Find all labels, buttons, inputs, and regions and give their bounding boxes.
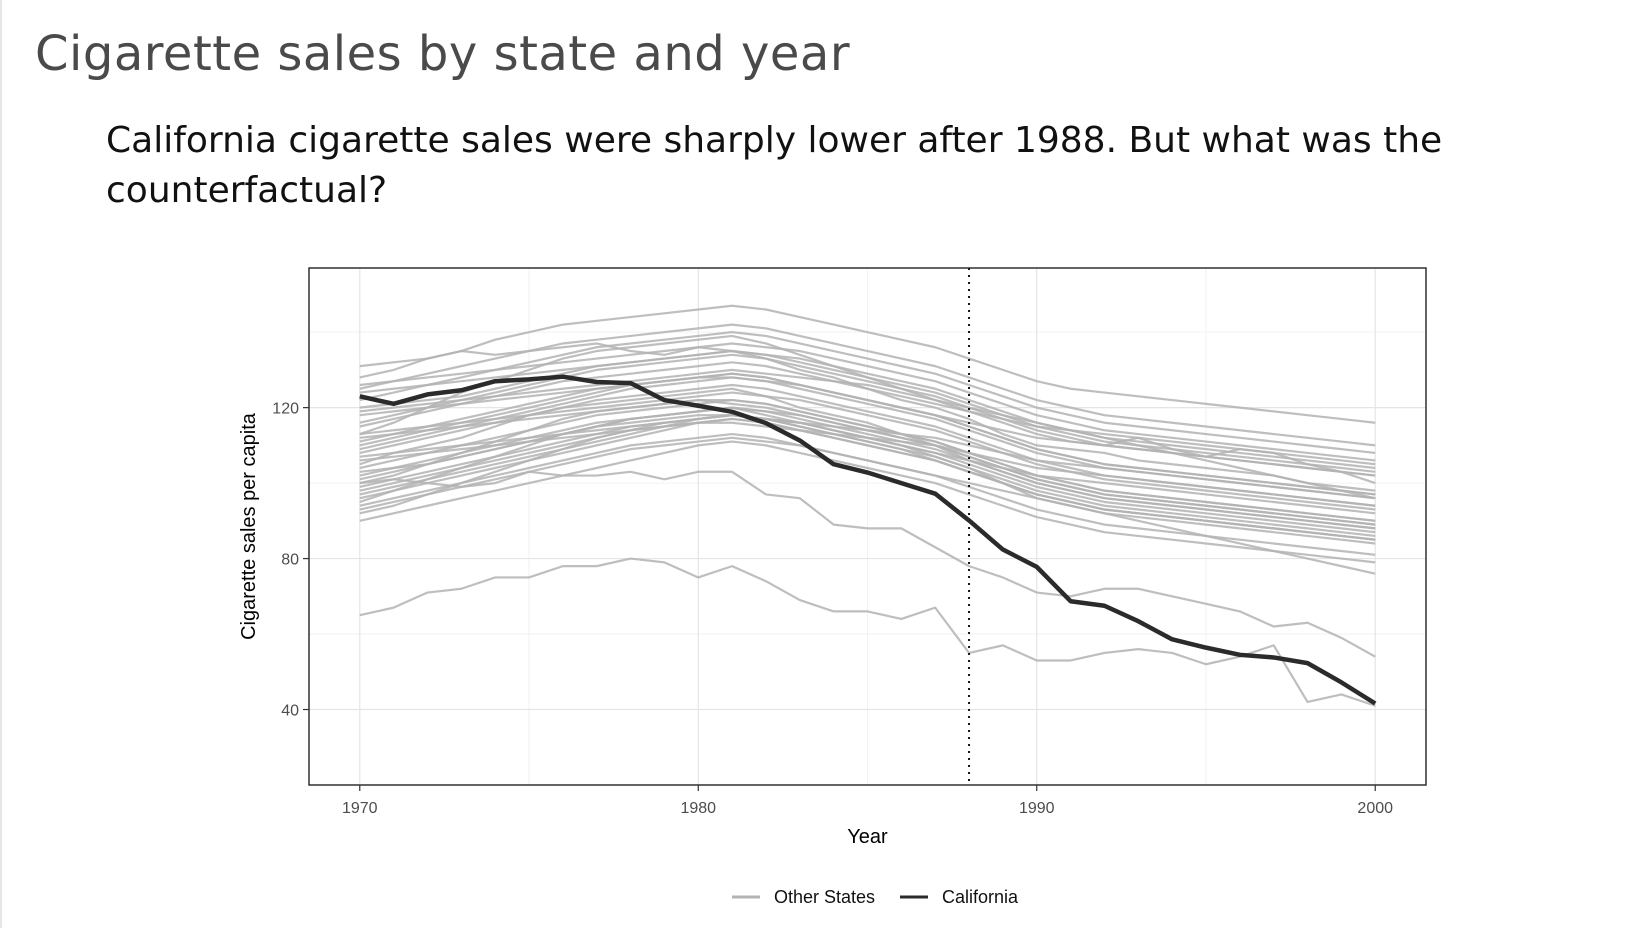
x-tick-label: 1970 [342,800,378,817]
x-tick-label: 1990 [1019,800,1055,817]
series-line-california [359,374,1377,706]
y-tick-label: 120 [272,401,299,418]
series-line-other-state [359,440,1376,564]
y-axis-title: Cigarette sales per capita [238,412,260,640]
series-line-other-state [359,414,1376,534]
series-line-other-state [359,304,1376,424]
series-line-other-state [359,349,1376,470]
series-line-other-state [359,372,1376,496]
slide-subtitle: California cigarette sales were sharply … [106,120,1443,211]
series-line-other-state [359,353,1376,477]
x-axis-title: Year [847,826,888,848]
legend-label-california: California [942,887,1019,907]
plot-panel-border [308,267,1427,786]
series-line-other-state [359,342,1376,462]
x-tick-label: 1980 [680,800,716,817]
series-line-other-state [359,417,1376,541]
series-line-other-state [359,323,1376,447]
slide-left-border [0,0,2,928]
series-line-other-state [359,361,1376,466]
x-tick-label: 2000 [1357,800,1393,817]
series-line-other-state [359,406,1376,530]
series-line-other-state [359,398,1376,522]
series-line-other-state [359,331,1376,455]
series-line-other-state [359,406,1376,526]
legend-label-other-states: Other States [774,887,875,907]
series-line-other-state [359,470,1376,658]
series-line-other-state [359,391,1376,511]
y-tick-label: 80 [281,552,299,569]
series-line-other-state [359,414,1376,538]
series-line-other-state [359,557,1376,707]
y-tick-label: 40 [281,703,299,720]
series-line-other-state [359,368,1376,500]
series-line-other-state [359,432,1376,556]
slide-title: Cigarette sales by state and year [35,26,851,82]
